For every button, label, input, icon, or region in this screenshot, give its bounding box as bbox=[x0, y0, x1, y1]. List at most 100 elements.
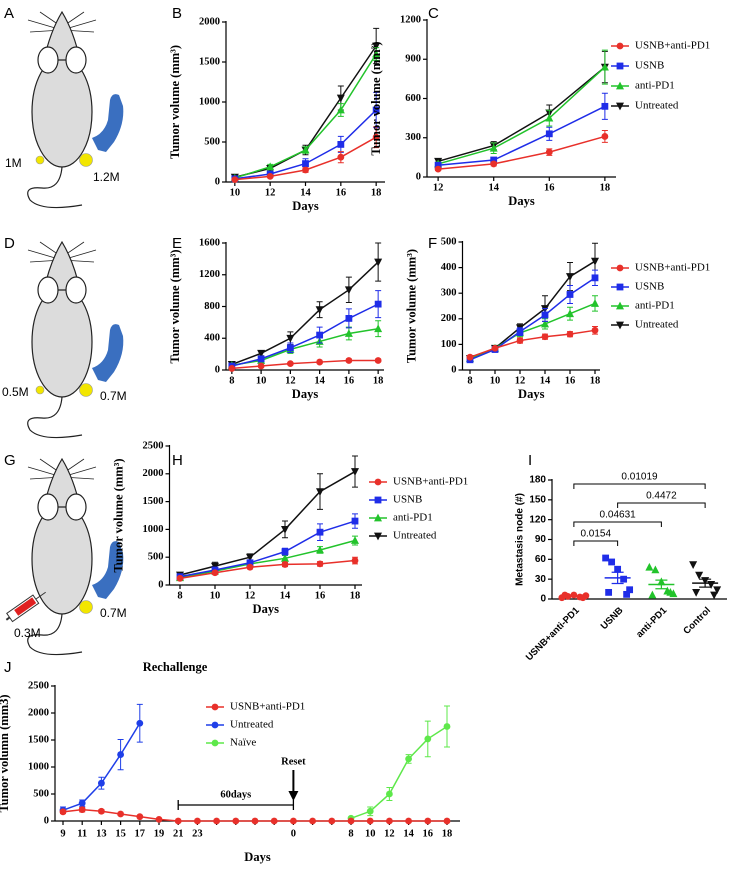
marker bbox=[491, 344, 499, 352]
y-tick-label: 0 bbox=[215, 364, 220, 375]
marker bbox=[710, 591, 719, 600]
y-tick-label: 300 bbox=[405, 132, 421, 143]
tumor-site bbox=[79, 600, 93, 614]
marker bbox=[466, 353, 474, 361]
marker bbox=[541, 311, 549, 319]
marker bbox=[194, 817, 201, 825]
series-line bbox=[179, 470, 356, 576]
marker bbox=[645, 562, 654, 571]
series-line bbox=[438, 135, 606, 170]
y-tick-label: 400 bbox=[441, 262, 457, 273]
marker bbox=[59, 808, 67, 816]
marker bbox=[117, 751, 124, 758]
marker bbox=[316, 560, 324, 568]
marker bbox=[211, 569, 219, 577]
x-tick-label: 18 bbox=[373, 375, 384, 386]
x-tick-label: 12 bbox=[384, 828, 395, 839]
y-tick-label: 1500 bbox=[28, 734, 49, 745]
y-axis-label: Tumor volume (mm³) bbox=[404, 249, 418, 363]
marker bbox=[591, 326, 599, 334]
tumor-label: 0.7M bbox=[100, 389, 127, 403]
marker bbox=[443, 817, 451, 825]
panel-letter: B bbox=[172, 5, 182, 22]
panel-letter: I bbox=[528, 452, 532, 469]
legend-label: USNB bbox=[393, 494, 422, 506]
y-tick-label: 2500 bbox=[143, 440, 164, 451]
p-value: 0.04631 bbox=[600, 510, 637, 521]
y-tick-label: 150 bbox=[529, 494, 546, 505]
marker bbox=[345, 357, 353, 364]
y-tick-label: 2000 bbox=[199, 16, 220, 27]
x-tick-label: 16 bbox=[565, 375, 576, 386]
series-line bbox=[469, 329, 596, 358]
marker bbox=[290, 817, 297, 825]
marker bbox=[228, 365, 236, 372]
legend-label: Untreated bbox=[230, 719, 274, 731]
series-line bbox=[350, 725, 448, 820]
legend-marker bbox=[374, 513, 382, 522]
marker bbox=[281, 553, 289, 562]
y-tick-label: 30 bbox=[535, 574, 547, 585]
panel-letter: E bbox=[172, 235, 182, 252]
legend-label: USNB bbox=[635, 281, 664, 293]
x-tick-label: 16 bbox=[344, 375, 355, 386]
legend-label: anti-PD1 bbox=[635, 80, 675, 92]
y-tick-label: 0 bbox=[540, 594, 546, 605]
marker bbox=[366, 807, 374, 815]
marker bbox=[316, 488, 324, 496]
marker bbox=[386, 817, 393, 825]
marker bbox=[623, 590, 631, 598]
marker bbox=[566, 273, 574, 281]
marker bbox=[374, 258, 383, 267]
marker bbox=[136, 719, 144, 727]
x-tick-label: USNB+anti-PD1 bbox=[524, 605, 582, 663]
y-tick-label: 1200 bbox=[400, 14, 421, 25]
annotation: 60days bbox=[220, 789, 251, 800]
panel-letter: J bbox=[4, 659, 12, 676]
tumor-label: 0.3M bbox=[14, 626, 41, 640]
y-tick-label: 500 bbox=[33, 788, 49, 799]
x-tick-label: 13 bbox=[96, 828, 107, 839]
series-line bbox=[438, 105, 606, 166]
marker bbox=[516, 337, 524, 344]
marker bbox=[489, 143, 498, 152]
x-tick-label: 14 bbox=[280, 590, 291, 601]
legend-label: USNB bbox=[635, 60, 664, 72]
legend-label: Untreated bbox=[635, 319, 679, 331]
marker bbox=[344, 286, 353, 295]
tumor-site bbox=[79, 153, 93, 167]
chart-title: Rechallenge bbox=[143, 660, 208, 674]
p-value: 0.0154 bbox=[580, 529, 611, 540]
y-tick-label: 0 bbox=[44, 815, 49, 826]
x-tick-label: 8 bbox=[229, 375, 234, 386]
comparison-bracket bbox=[617, 502, 706, 508]
marker bbox=[434, 161, 442, 169]
y-tick-label: 0 bbox=[158, 579, 163, 590]
marker bbox=[566, 330, 574, 338]
sem-bar bbox=[611, 571, 624, 585]
y-tick-label: 500 bbox=[441, 236, 457, 247]
y-axis-label: Tumor volume (mm³) bbox=[168, 45, 182, 159]
x-tick-label: Control bbox=[681, 605, 713, 637]
marker bbox=[351, 557, 359, 564]
p-value: 0.01019 bbox=[621, 472, 658, 483]
legend-label: USNB+anti-PD1 bbox=[230, 701, 305, 713]
y-tick-label: 2000 bbox=[28, 707, 49, 718]
y-axis-label: Metastasis node (#) bbox=[515, 493, 526, 586]
x-tick-label: 18 bbox=[371, 187, 382, 198]
legend-marker bbox=[211, 739, 219, 747]
x-tick-label: 8 bbox=[177, 590, 182, 601]
series-line bbox=[62, 722, 141, 811]
arrow-head bbox=[288, 791, 299, 801]
legend-marker bbox=[374, 496, 382, 504]
x-tick-label: 18 bbox=[590, 375, 601, 386]
x-tick-label: 14 bbox=[540, 375, 551, 386]
x-tick-label: 18 bbox=[600, 182, 611, 193]
marker bbox=[490, 160, 498, 168]
marker bbox=[579, 594, 587, 602]
marker bbox=[666, 587, 675, 596]
marker bbox=[570, 591, 578, 599]
comparison-bracket bbox=[573, 540, 619, 546]
marker bbox=[614, 565, 622, 573]
x-tick-label: 14 bbox=[314, 375, 325, 386]
